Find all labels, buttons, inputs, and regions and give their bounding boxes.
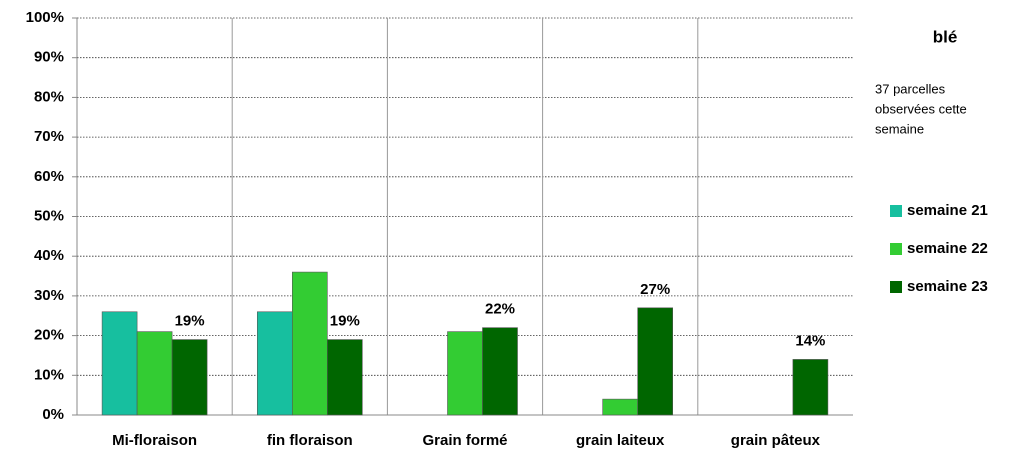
x-tick-label: grain pâteux	[731, 432, 821, 449]
legend-swatch	[890, 205, 902, 217]
data-label: 19%	[330, 313, 360, 330]
y-tick-label: 90%	[34, 49, 64, 66]
x-tick-label: Grain formé	[422, 432, 507, 449]
data-label: 27%	[640, 281, 670, 298]
legend-label: semaine 21	[907, 202, 988, 219]
legend-label: semaine 22	[907, 240, 988, 257]
y-tick-label: 50%	[34, 207, 64, 224]
y-tick-label: 40%	[34, 247, 64, 264]
note: 37 parcelles	[875, 81, 946, 96]
y-tick-label: 70%	[34, 128, 64, 145]
y-tick-label: 60%	[34, 168, 64, 185]
note: observées cette	[875, 101, 967, 116]
data-label: 19%	[175, 313, 205, 330]
bar	[447, 331, 483, 416]
bar	[136, 331, 173, 416]
legend-swatch	[890, 281, 902, 293]
x-tick-label: fin floraison	[267, 432, 353, 449]
bar	[637, 307, 674, 416]
legend-label: semaine 23	[907, 278, 988, 295]
x-tick-label: grain laiteux	[576, 432, 665, 449]
bar	[101, 311, 138, 416]
legend-swatch	[890, 243, 902, 255]
y-tick-label: 0%	[42, 406, 64, 423]
bar	[291, 271, 328, 416]
y-tick-label: 20%	[34, 327, 64, 344]
x-tick-label: Mi-floraison	[112, 432, 197, 449]
bar	[326, 339, 363, 416]
y-tick-label: 30%	[34, 287, 64, 304]
note: semaine	[875, 121, 924, 136]
bar	[256, 311, 293, 416]
data-label: 14%	[795, 332, 825, 349]
y-tick-label: 100%	[26, 9, 64, 26]
y-tick-label: 80%	[34, 88, 64, 105]
bar	[602, 398, 639, 416]
y-tick-label: 10%	[34, 366, 64, 383]
bar	[171, 339, 208, 416]
bar	[792, 359, 829, 416]
bar	[482, 327, 518, 416]
data-label: 22%	[485, 301, 515, 318]
chart-title: blé	[933, 27, 958, 46]
